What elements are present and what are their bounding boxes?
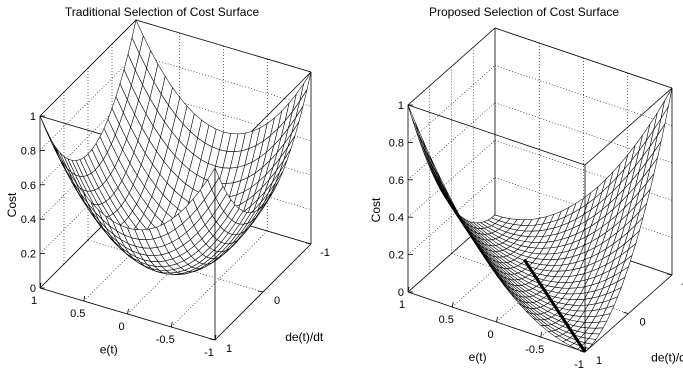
x-tick <box>407 286 410 293</box>
chart-title: Traditional Selection of Cost Surface <box>65 5 260 19</box>
y-tick-label: 0 <box>274 295 280 307</box>
y-tick <box>305 242 312 245</box>
x-tick-label: -0.5 <box>525 344 544 356</box>
axis-box-edge <box>494 27 673 89</box>
y-tick-label: -1 <box>320 247 330 259</box>
x-tick-label: -1 <box>574 359 584 370</box>
chart-title: Proposed Selection of Cost Surface <box>429 5 619 19</box>
x-tick <box>451 301 454 308</box>
z-tick-label: 0.8 <box>389 137 404 149</box>
z-tick-label: 0.8 <box>21 145 36 157</box>
x-tick <box>214 334 217 341</box>
z-tick-label: 0.4 <box>21 214 36 226</box>
x-tick-label: -1 <box>204 347 214 359</box>
z-tick-label: 0.6 <box>21 180 36 192</box>
axis-box-edge <box>407 104 586 166</box>
z-tick-label: 0.2 <box>21 249 36 261</box>
x-tick-label: 0.5 <box>439 314 454 326</box>
x-tick-label: 0.5 <box>70 308 85 320</box>
z-tick-label: 0 <box>398 287 404 299</box>
gridline <box>135 54 312 107</box>
gridline <box>494 65 673 126</box>
z-tick-label: 0 <box>30 283 36 295</box>
x-tick <box>170 321 173 328</box>
x-tick <box>127 308 129 315</box>
y-tick-label: -1 <box>681 278 683 290</box>
gridline <box>407 139 496 218</box>
y-tick-label: 1 <box>596 355 602 367</box>
z-tick-label: 0.2 <box>389 250 404 262</box>
y-tick <box>209 338 216 341</box>
axis-box-edge <box>39 19 137 117</box>
y-axis-label: de(t)/dt <box>651 350 683 364</box>
y-tick <box>666 273 673 276</box>
z-axis-label: Cost <box>369 197 383 222</box>
y-tick <box>257 290 264 293</box>
axis-box-edge <box>407 27 496 106</box>
y-tick <box>579 350 586 353</box>
right-surface-plot: Proposed Selection of Cost Surface 0 0.2 0.… <box>369 5 683 370</box>
axis-box-edge <box>135 19 312 73</box>
x-axis-label: e(t) <box>100 342 118 356</box>
x-tick-label: 1 <box>31 295 37 307</box>
x-tick <box>540 331 543 338</box>
x-tick <box>39 282 42 289</box>
gridline <box>494 102 673 164</box>
y-tick-label: 1 <box>226 343 232 355</box>
z-axis-label: Cost <box>5 192 19 217</box>
cost-surface <box>407 87 673 353</box>
gridline <box>407 102 496 181</box>
cost-surface <box>39 19 312 275</box>
z-tick-label: 0.4 <box>389 212 404 224</box>
x-tick <box>83 295 86 302</box>
gridline <box>407 177 496 255</box>
x-tick-label: -0.5 <box>156 334 175 346</box>
gridline <box>87 239 264 293</box>
x-tick-label: 0 <box>118 321 124 333</box>
left-surface-plot: Traditional Selection of Cost Surface 0 0.… <box>5 5 330 359</box>
y-axis-label: de(t)/dt <box>285 330 324 344</box>
y-tick <box>623 312 629 314</box>
gridline <box>407 65 496 143</box>
x-tick <box>584 346 587 353</box>
z-tick-label: 1 <box>398 100 404 112</box>
z-tick-label: 1 <box>30 111 36 123</box>
x-tick <box>496 316 498 323</box>
x-axis-label: e(t) <box>469 350 487 364</box>
z-tick-label: 0.6 <box>389 175 404 187</box>
x-tick-label: 1 <box>399 299 405 311</box>
x-tick-label: 0 <box>487 329 493 341</box>
axis-box-edge <box>584 87 673 166</box>
minimum-line <box>522 258 587 353</box>
y-tick-label: 0 <box>639 317 645 329</box>
gridline <box>494 139 673 201</box>
